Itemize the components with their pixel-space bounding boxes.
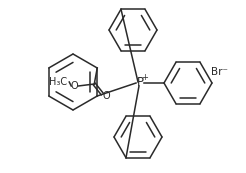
Text: O: O bbox=[102, 91, 110, 101]
Text: O: O bbox=[70, 81, 78, 91]
Text: P: P bbox=[137, 76, 143, 89]
Text: H₃C: H₃C bbox=[49, 77, 67, 87]
Text: +: + bbox=[141, 74, 148, 83]
Text: Br⁻: Br⁻ bbox=[212, 67, 229, 77]
